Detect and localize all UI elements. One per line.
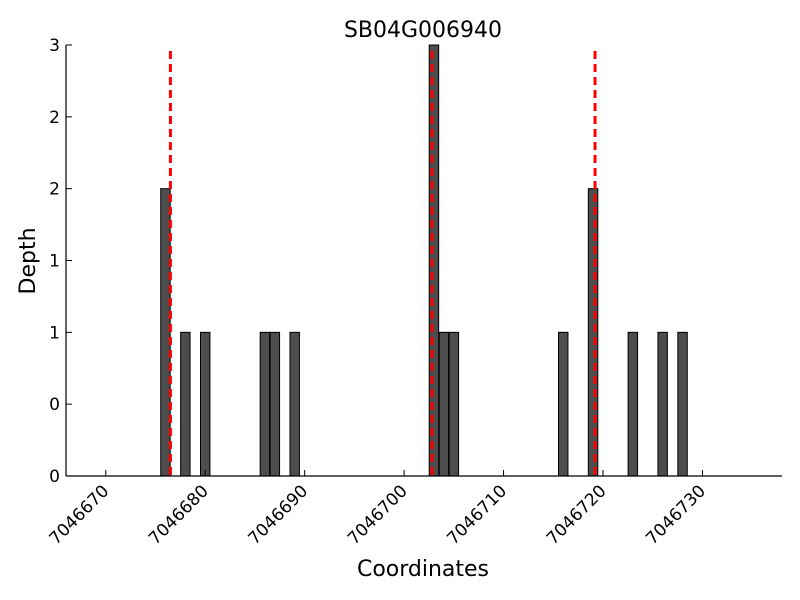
- chart-title: SB04G006940: [344, 18, 502, 43]
- x-tick-label: 7046720: [543, 481, 611, 549]
- bar: [180, 331, 191, 477]
- y-tick-label: 0: [49, 467, 60, 487]
- bar: [160, 188, 171, 477]
- x-tick-label: 7046730: [642, 481, 710, 549]
- y-tick-label: 1: [49, 323, 60, 343]
- bar: [438, 331, 450, 477]
- markers-layer: [168, 51, 597, 476]
- bar: [269, 331, 281, 477]
- x-ticks-layer: 7046670 7046680 7046690 7046700 7046710 70467…: [46, 470, 710, 549]
- x-tick-label: 7046710: [443, 481, 511, 549]
- bar: [259, 331, 271, 477]
- axes-layer: [65, 45, 782, 477]
- x-tick-label: 7046670: [46, 481, 114, 549]
- y-tick-label: 2: [49, 108, 60, 128]
- bar: [199, 331, 211, 477]
- x-axis-label: Coordinates: [357, 557, 489, 582]
- y-tick-label: 0: [49, 395, 60, 415]
- y-tick-label: 1: [49, 252, 60, 272]
- x-tick-label: 7046680: [145, 481, 213, 549]
- bar: [627, 331, 639, 477]
- y-tick-label: 2: [49, 180, 60, 200]
- bars-layer: [160, 44, 688, 477]
- bar: [657, 331, 668, 477]
- y-tick-label: 3: [49, 36, 60, 56]
- bar: [448, 331, 460, 477]
- x-tick-label: 7046690: [245, 481, 313, 549]
- bar: [677, 331, 688, 477]
- x-tick-label: 7046700: [344, 481, 412, 549]
- y-ticks-layer: 0 0 1 1 2 2 3: [49, 36, 72, 487]
- bar: [557, 331, 569, 477]
- bar: [289, 331, 300, 477]
- y-axis-label: Depth: [16, 227, 41, 294]
